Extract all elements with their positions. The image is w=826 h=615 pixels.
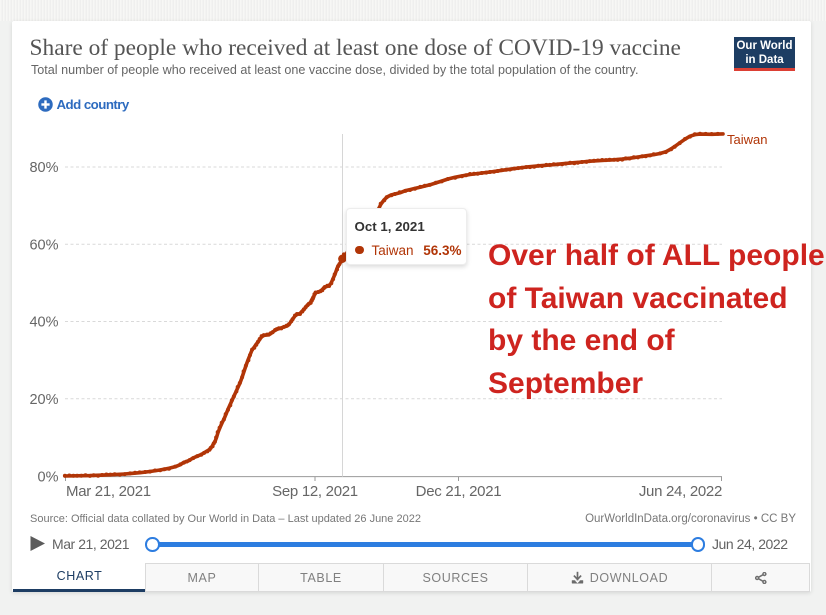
svg-text:Dec 21, 2021: Dec 21, 2021: [416, 483, 502, 500]
svg-text:Sep 12, 2021: Sep 12, 2021: [272, 483, 358, 500]
svg-text:Taiwan: Taiwan: [727, 132, 767, 147]
svg-text:0%: 0%: [38, 469, 59, 485]
svg-text:Jun 24, 2022: Jun 24, 2022: [639, 483, 722, 500]
svg-text:20%: 20%: [29, 392, 58, 408]
svg-text:60%: 60%: [29, 237, 58, 253]
svg-text:80%: 80%: [29, 160, 58, 176]
svg-text:Mar 21, 2021: Mar 21, 2021: [66, 483, 151, 500]
svg-text:40%: 40%: [29, 315, 58, 331]
